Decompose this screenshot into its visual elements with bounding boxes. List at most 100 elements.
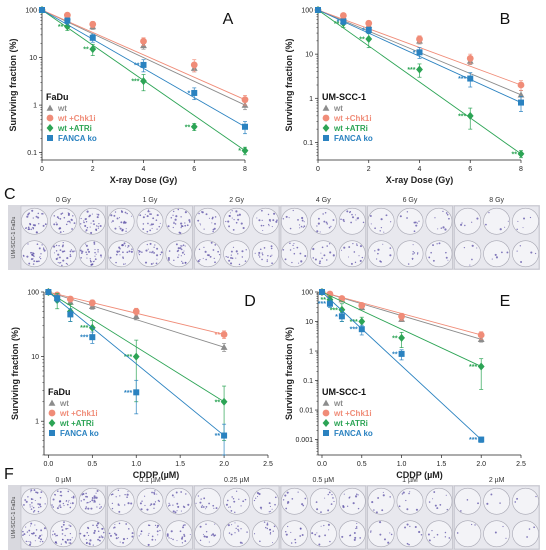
colony [85, 542, 88, 544]
x-axis-title: CDDP (µM) [396, 470, 443, 480]
colony [262, 224, 265, 227]
legend-label: wt +Chk1i [333, 114, 372, 123]
colony [154, 490, 156, 492]
y-tick-label: 10 [305, 319, 313, 326]
colony [168, 502, 170, 505]
colony [127, 244, 130, 247]
legend-label: wt [57, 104, 67, 113]
colony [382, 243, 384, 245]
colony [328, 226, 331, 229]
significance-label: ** [185, 124, 191, 131]
colony [327, 523, 330, 526]
colony [291, 261, 293, 264]
colony [109, 256, 112, 259]
colony [151, 227, 153, 230]
colony [266, 522, 269, 524]
colony [448, 537, 451, 539]
colony [32, 252, 35, 255]
colony [89, 500, 92, 503]
colony [122, 537, 126, 541]
colony [276, 219, 278, 221]
y-tick-label: 0.1 [303, 140, 313, 147]
colony [66, 538, 69, 541]
colony [112, 220, 114, 222]
colony [293, 252, 296, 255]
colony [141, 251, 143, 253]
colony [86, 210, 89, 213]
colony [404, 526, 406, 529]
legend-marker [323, 430, 329, 436]
colony [62, 538, 64, 541]
colony [448, 217, 450, 220]
colony [88, 215, 90, 218]
colony [214, 261, 216, 264]
colony [115, 261, 117, 264]
colony [303, 225, 306, 228]
colony [150, 223, 153, 226]
colony [59, 504, 61, 506]
significance-label: ** [334, 21, 340, 28]
colony [189, 534, 191, 536]
colony [71, 502, 74, 505]
colony [31, 253, 34, 256]
colony [433, 536, 435, 538]
colony [356, 243, 358, 245]
colony [230, 510, 233, 512]
colony [211, 222, 213, 224]
colony [370, 530, 372, 532]
colony [389, 532, 391, 534]
colony [81, 250, 84, 253]
legend-label: wt +Chk1i [57, 114, 96, 123]
colony [100, 506, 103, 508]
colony [151, 491, 153, 494]
data-point [66, 295, 74, 303]
colony [28, 534, 31, 536]
colony [67, 501, 69, 503]
data-point [365, 19, 373, 27]
colony [502, 525, 504, 528]
colony [348, 256, 350, 258]
colony [71, 219, 73, 221]
colony [324, 497, 326, 499]
colony [299, 227, 301, 229]
colony [43, 249, 46, 252]
colony [349, 496, 351, 498]
colony [255, 497, 257, 499]
well [252, 207, 279, 235]
colony [266, 523, 269, 526]
well [223, 487, 251, 515]
colony [214, 244, 217, 246]
colony [302, 504, 305, 507]
colony [94, 258, 97, 261]
well [107, 487, 135, 515]
colony [69, 255, 72, 258]
colony [22, 534, 24, 536]
colony [447, 259, 449, 261]
data-point [466, 111, 474, 120]
colony [534, 252, 537, 255]
colony [96, 216, 99, 219]
colony [159, 222, 161, 224]
y-tick-label: 0.1 [27, 150, 37, 157]
colony [32, 263, 35, 265]
colony [27, 496, 29, 498]
colony [118, 510, 121, 513]
colony [214, 216, 217, 218]
colony [227, 524, 230, 527]
colony [380, 218, 383, 221]
legend-marker [48, 419, 56, 427]
colony [142, 228, 145, 230]
colony [238, 498, 240, 500]
colony [65, 262, 68, 265]
colony [210, 534, 213, 536]
colony [56, 216, 59, 218]
well [454, 487, 482, 515]
plate-dose-label: 2 Gy [229, 197, 244, 204]
significance-label: *** [124, 390, 132, 397]
colony [516, 497, 519, 500]
colony [231, 210, 233, 212]
y-tick-label: 100 [301, 8, 313, 15]
colony [241, 250, 244, 253]
colony [202, 506, 205, 508]
x-tick-label: 0 [316, 166, 320, 173]
